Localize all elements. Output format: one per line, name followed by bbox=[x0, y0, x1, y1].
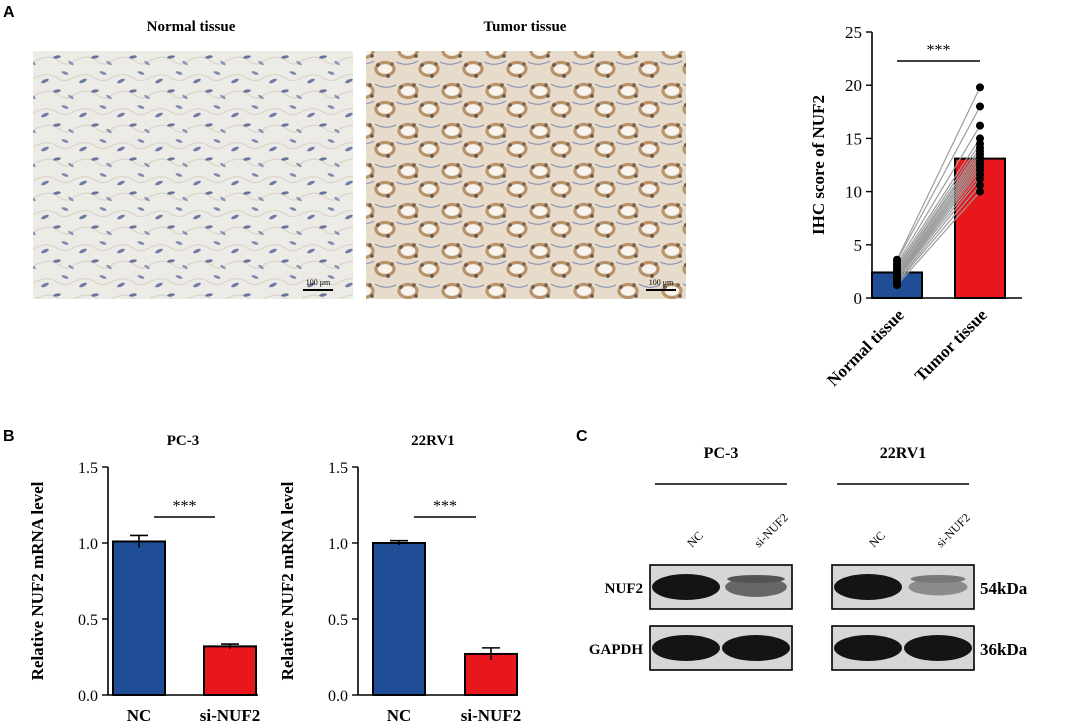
blot-band bbox=[652, 635, 720, 661]
pair-line bbox=[896, 157, 981, 275]
y-tick-label: 0.0 bbox=[328, 688, 348, 705]
blot-band-upper bbox=[910, 575, 966, 583]
y-tick-label: 1.0 bbox=[78, 536, 98, 553]
bar-nc bbox=[372, 542, 426, 696]
y-tick-label: 20 bbox=[845, 76, 862, 95]
image-normal-tissue: 100 μm bbox=[33, 51, 353, 299]
row-label: GAPDH bbox=[589, 642, 643, 658]
pair-line bbox=[896, 143, 981, 269]
y-axis-label: Relative NUF2 mRNA level bbox=[278, 481, 297, 680]
cell-line-label: PC-3 bbox=[704, 445, 739, 462]
x-tick-label: NC bbox=[387, 706, 412, 725]
point-normal bbox=[893, 255, 901, 264]
y-tick-label: 0 bbox=[854, 289, 863, 308]
y-tick-label: 0.0 bbox=[78, 688, 98, 705]
x-tick-label: si-NUF2 bbox=[200, 706, 260, 725]
pair-line bbox=[896, 154, 981, 274]
blot-band bbox=[834, 574, 902, 600]
y-tick-label: 1.5 bbox=[78, 460, 98, 477]
blot-band bbox=[652, 574, 720, 600]
image-tumor-tissue: 100 μm bbox=[366, 51, 686, 299]
pair-line bbox=[896, 160, 981, 277]
western-blot: PC-3 NC si-NUF2 22RV1 NC si-NUF2 NUF2 54kDa GAPD… bbox=[589, 445, 1028, 671]
image-normal-title: Normal tissue bbox=[147, 19, 236, 35]
pair-line bbox=[896, 138, 981, 267]
chart-pc3-mrna: PC-3 0.0 0.5 1.0 1.5 Relative NUF2 mRNA level… bbox=[28, 433, 260, 725]
blot-band bbox=[722, 635, 790, 661]
y-axis-label: Relative NUF2 mRNA level bbox=[28, 481, 47, 680]
cell-line-label: 22RV1 bbox=[880, 445, 927, 462]
y-tick-label: 0.5 bbox=[328, 612, 348, 629]
chart-ihc-score: 0 5 10 15 20 25 IHC score of NUF2 Normal tissue… bbox=[809, 23, 1022, 390]
x-tick-label: si-NUF2 bbox=[461, 706, 521, 725]
lane-label: NC bbox=[866, 528, 888, 550]
pair-line bbox=[896, 125, 981, 265]
bar-nc bbox=[112, 540, 166, 696]
point-tumor bbox=[976, 83, 984, 92]
blot-band bbox=[904, 635, 972, 661]
image-tumor-title: Tumor tissue bbox=[484, 19, 567, 35]
pair-line bbox=[896, 178, 981, 283]
point-tumor bbox=[976, 181, 984, 190]
row-label: NUF2 bbox=[605, 581, 643, 597]
size-label: 36kDa bbox=[980, 640, 1028, 659]
y-axis-label: IHC score of NUF2 bbox=[809, 95, 828, 235]
y-tick-label: 5 bbox=[854, 236, 863, 255]
y-tick-label: 1.5 bbox=[328, 460, 348, 477]
lane-label: NC bbox=[684, 528, 706, 550]
pair-line bbox=[896, 184, 981, 284]
y-tick-label: 1.0 bbox=[328, 536, 348, 553]
blot-band bbox=[908, 578, 968, 596]
x-tick-label: NC bbox=[127, 706, 152, 725]
x-tick-label: Normal tissue bbox=[823, 305, 908, 390]
pair-line bbox=[896, 106, 981, 262]
y-tick-label: 15 bbox=[845, 129, 862, 148]
pair-line bbox=[896, 150, 981, 272]
x-tick-label: Tumor tissue bbox=[911, 305, 991, 385]
scale-bar-label-tumor: 100 μm bbox=[649, 278, 674, 287]
chart-22rv1-mrna: 22RV1 0.0 0.5 1.0 1.5 Relative NUF2 mRNA leve… bbox=[278, 433, 521, 725]
scale-bar-label-normal: 100 μm bbox=[306, 278, 331, 287]
bar-si-nuf2 bbox=[203, 645, 257, 696]
pair-line bbox=[896, 174, 981, 281]
y-tick-label: 0.5 bbox=[78, 612, 98, 629]
chart-title: 22RV1 bbox=[411, 433, 455, 449]
pair-line bbox=[896, 87, 981, 260]
point-tumor bbox=[976, 121, 984, 130]
y-tick-label: 25 bbox=[845, 23, 862, 42]
pair-line bbox=[896, 166, 981, 279]
y-tick-label: 10 bbox=[845, 183, 862, 202]
significance-label: *** bbox=[173, 498, 197, 515]
pair-line bbox=[896, 169, 981, 280]
bar-si-nuf2 bbox=[464, 652, 518, 697]
chart-title: PC-3 bbox=[167, 433, 200, 449]
size-label: 54kDa bbox=[980, 579, 1028, 598]
lane-label: si-NUF2 bbox=[751, 511, 791, 551]
pair-line bbox=[896, 191, 981, 286]
pair-line bbox=[896, 147, 981, 271]
significance-label: *** bbox=[927, 42, 951, 59]
panel-b-letter: B bbox=[3, 428, 15, 445]
lane-label: si-NUF2 bbox=[933, 511, 973, 551]
blot-band bbox=[834, 635, 902, 661]
panel-a-letter: A bbox=[3, 4, 15, 21]
point-tumor bbox=[976, 134, 984, 143]
point-tumor bbox=[976, 102, 984, 111]
point-tumor bbox=[976, 187, 984, 196]
pair-line bbox=[896, 163, 981, 278]
panel-c-letter: C bbox=[576, 428, 588, 445]
blot-band-upper bbox=[727, 575, 785, 583]
significance-label: *** bbox=[433, 498, 457, 515]
